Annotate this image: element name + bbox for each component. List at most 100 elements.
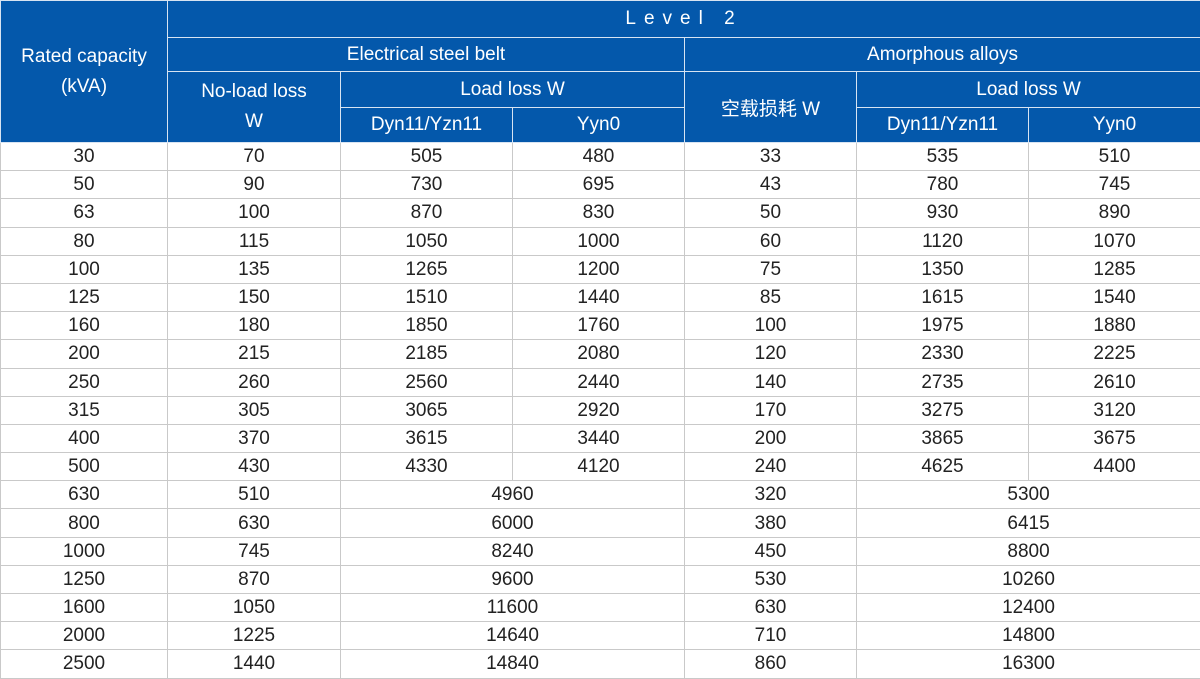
table-cell: 50 <box>0 170 168 200</box>
table-cell: 4400 <box>1027 452 1200 482</box>
table-cell: 500 <box>0 452 168 482</box>
amorphous-no-load-header: 空载损耗 W <box>684 71 857 143</box>
table-cell: 120 <box>684 339 857 369</box>
table-cell: 430 <box>167 452 341 482</box>
table-cell: 630 <box>167 508 341 538</box>
steel-no-load-label: No-load loss <box>201 81 307 102</box>
table-row: 1000 745 8240 450 8800 <box>0 536 1200 566</box>
table-cell: 830 <box>512 198 685 228</box>
table-cell: 730 <box>340 170 513 200</box>
table-cell: 9600 <box>340 564 685 595</box>
table-cell: 695 <box>512 170 685 200</box>
table-cell: 6000 <box>340 508 685 538</box>
table-cell: 8240 <box>340 536 685 566</box>
table-row: 200 215 2185 2080 120 2330 2225 <box>0 339 1200 369</box>
table-cell: 14840 <box>340 649 685 679</box>
level-header: Level 2 <box>166 0 1200 38</box>
table-cell: 170 <box>684 395 857 425</box>
table-cell: 8800 <box>855 536 1200 566</box>
table-cell: 2560 <box>340 367 513 397</box>
table-cell: 370 <box>167 423 341 454</box>
amorphous-load-loss-header: Load loss W <box>855 71 1200 108</box>
table-cell: 80 <box>0 226 168 256</box>
table-cell: 4960 <box>340 480 685 510</box>
table-row: 1250 870 9600 530 10260 <box>0 564 1200 595</box>
table-row: 160 180 1850 1760 100 1975 1880 <box>0 311 1200 341</box>
table-cell: 200 <box>0 339 168 369</box>
amorphous-yyn-header: Yyn0 <box>1027 107 1200 143</box>
table-cell: 3440 <box>512 423 685 454</box>
table-cell: 100 <box>167 198 341 228</box>
table-row: 400 370 3615 3440 200 3865 3675 <box>0 423 1200 454</box>
table-cell: 1285 <box>1027 254 1200 284</box>
table-row: 315 305 3065 2920 170 3275 3120 <box>0 395 1200 425</box>
steel-group-header: Electrical steel belt <box>167 37 685 72</box>
table-row: 100 135 1265 1200 75 1350 1285 <box>0 254 1200 284</box>
table-cell: 745 <box>1027 170 1200 200</box>
table-cell: 85 <box>684 282 857 313</box>
table-cell: 135 <box>167 254 341 284</box>
table-cell: 3120 <box>1027 395 1200 425</box>
table-cell: 1265 <box>340 254 513 284</box>
rated-capacity-header: Rated capacity (kVA) <box>0 0 168 143</box>
table-row: 80 115 1050 1000 60 1120 1070 <box>0 226 1200 256</box>
steel-no-load-unit: W <box>245 111 263 132</box>
table-cell: 1070 <box>1027 226 1200 256</box>
table-cell: 2610 <box>1027 367 1200 397</box>
table-cell: 870 <box>340 198 513 228</box>
table-cell: 1050 <box>340 226 513 256</box>
table-cell: 3675 <box>1027 423 1200 454</box>
table-cell: 1760 <box>512 311 685 341</box>
table-cell: 14640 <box>340 621 685 651</box>
table-cell: 10260 <box>855 564 1200 595</box>
table-cell: 380 <box>684 508 857 538</box>
rated-capacity-label: Rated capacity <box>21 45 147 67</box>
table-cell: 1440 <box>512 282 685 313</box>
table-cell: 2500 <box>0 649 168 679</box>
table-cell: 305 <box>167 395 341 425</box>
table-cell: 630 <box>0 480 168 510</box>
table-cell: 2330 <box>856 339 1029 369</box>
table-row: 2500 1440 14840 860 16300 <box>0 649 1200 679</box>
table-row: 2000 1225 14640 710 14800 <box>0 621 1200 651</box>
table-cell: 150 <box>167 282 341 313</box>
table-cell: 50 <box>684 198 857 228</box>
table-cell: 1540 <box>1027 282 1200 313</box>
table-cell: 630 <box>684 592 857 623</box>
table-cell: 780 <box>856 170 1029 200</box>
table-cell: 160 <box>0 311 168 341</box>
table-cell: 1000 <box>0 536 168 566</box>
table-row: 1600 1050 11600 630 12400 <box>0 592 1200 623</box>
table-cell: 1350 <box>856 254 1029 284</box>
table-cell: 70 <box>167 141 341 172</box>
table-cell: 860 <box>684 649 857 679</box>
table-cell: 320 <box>684 480 857 510</box>
table-cell: 1850 <box>340 311 513 341</box>
table-cell: 100 <box>0 254 168 284</box>
table-cell: 2735 <box>856 367 1029 397</box>
table-body: 30 70 505 480 33 535 510 50 90 730 695 43 780 745 63 10… <box>0 141 1200 679</box>
rated-capacity-unit: (kVA) <box>60 75 108 97</box>
table-cell: 1000 <box>512 226 685 256</box>
table-cell: 4330 <box>340 452 513 482</box>
table-cell: 400 <box>0 423 168 454</box>
table-cell: 115 <box>167 226 341 256</box>
table-cell: 250 <box>0 367 168 397</box>
table-cell: 1975 <box>856 311 1029 341</box>
table-row: 125 150 1510 1440 85 1615 1540 <box>0 282 1200 313</box>
table-cell: 6415 <box>855 508 1200 538</box>
table-cell: 800 <box>0 508 168 538</box>
table-cell: 1250 <box>0 564 168 595</box>
table-cell: 1440 <box>167 649 341 679</box>
steel-dyn-header: Dyn11/Yzn11 <box>340 107 513 143</box>
table-cell: 315 <box>0 395 168 425</box>
table-cell: 14800 <box>855 621 1200 651</box>
table-cell: 200 <box>684 423 857 454</box>
table-cell: 75 <box>684 254 857 284</box>
table-cell: 33 <box>684 141 857 172</box>
table-cell: 3615 <box>340 423 513 454</box>
table-row: 500 430 4330 4120 240 4625 4400 <box>0 452 1200 482</box>
table-cell: 535 <box>856 141 1029 172</box>
table-cell: 1615 <box>856 282 1029 313</box>
table-cell: 1880 <box>1027 311 1200 341</box>
